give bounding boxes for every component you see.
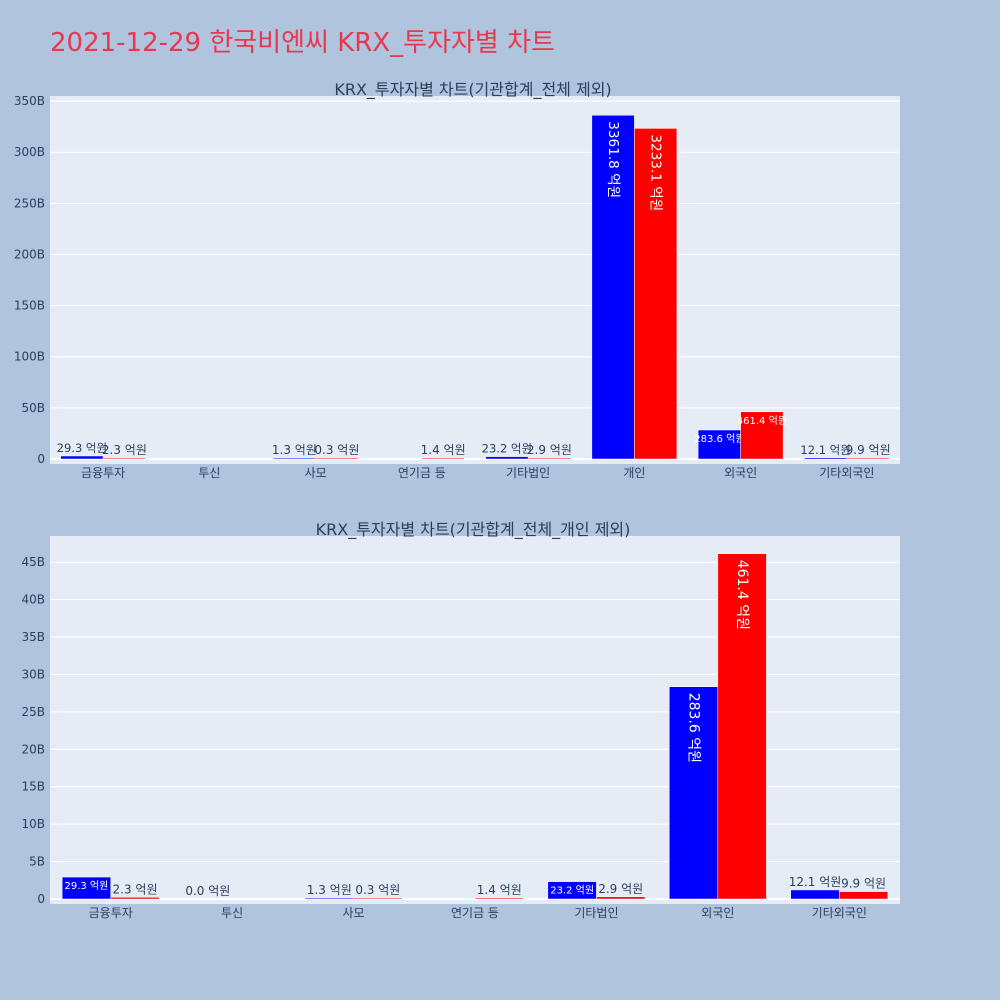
data-label: 283.6 억원 — [694, 433, 744, 445]
x-tick-label: 연기금 등 — [451, 906, 499, 920]
y-tick-label: 20B — [21, 742, 45, 756]
bar-sell — [634, 128, 678, 460]
data-label: 0.0 억원 — [185, 884, 230, 898]
data-label: 23.2 억원 — [482, 442, 533, 456]
bar-sell — [474, 897, 524, 900]
data-label: 0.3 억원 — [314, 443, 359, 457]
x-tick-label: 투신 — [198, 466, 220, 480]
data-label: 2.3 억원 — [102, 443, 147, 457]
chart-title: KRX_투자자별 차트(기관합계_전체_개인 제외) — [316, 520, 631, 540]
y-tick-label: 50B — [21, 401, 45, 415]
bar-sell — [102, 457, 146, 460]
y-tick-label: 300B — [14, 145, 45, 159]
y-tick-label: 25B — [21, 705, 45, 719]
data-label: 3361.8 억원 — [605, 121, 621, 198]
plot-area — [50, 536, 900, 904]
x-tick-label: 연기금 등 — [398, 466, 446, 480]
x-tick-label: 외국인 — [701, 906, 734, 920]
data-label: 461.4 억원 — [734, 560, 750, 630]
y-tick-label: 35B — [21, 630, 45, 644]
bar-sell — [110, 897, 160, 900]
y-tick-label: 0 — [37, 892, 45, 906]
bar-sell — [839, 891, 889, 900]
data-label: 2.9 억원 — [527, 443, 572, 457]
x-tick-label: 금융투자 — [89, 906, 133, 920]
data-label: 1.4 억원 — [477, 883, 522, 897]
x-tick-label: 사모 — [305, 466, 327, 480]
data-label: 1.3 억원 — [307, 883, 352, 897]
data-label: 2.3 억원 — [113, 882, 158, 896]
x-tick-label: 사모 — [343, 906, 365, 920]
x-tick-label: 외국인 — [724, 466, 757, 480]
bar-buy — [790, 889, 840, 900]
y-tick-label: 45B — [21, 555, 45, 569]
bar-buy — [697, 429, 741, 460]
data-label: 12.1 억원 — [789, 875, 842, 889]
bar-sell — [353, 897, 403, 900]
data-label: 461.4 억원 — [737, 415, 787, 427]
bar-sell — [717, 553, 767, 900]
y-tick-label: 0 — [37, 452, 45, 466]
data-label: 23.2 억원 — [550, 885, 594, 897]
bar-sell — [596, 896, 646, 900]
y-tick-label: 10B — [21, 817, 45, 831]
data-label: 1.3 억원 — [272, 443, 317, 457]
x-tick-label: 금융투자 — [81, 466, 125, 480]
chart-title: KRX_투자자별 차트(기관합계_전체 제외) — [334, 80, 611, 100]
x-tick-label: 투신 — [221, 906, 243, 920]
x-tick-label: 기타외국인 — [819, 466, 874, 480]
bar-buy — [591, 114, 635, 460]
data-label: 283.6 억원 — [686, 693, 702, 763]
y-tick-label: 100B — [14, 350, 45, 364]
y-tick-label: 15B — [21, 780, 45, 794]
bar-buy — [60, 455, 104, 460]
bar-sell — [527, 457, 571, 460]
data-label: 2.9 억원 — [598, 882, 643, 896]
bar-buy — [547, 881, 597, 900]
x-tick-label: 기타법인 — [574, 906, 618, 920]
y-tick-label: 5B — [29, 855, 45, 869]
bar-sell — [846, 457, 890, 460]
bar-buy — [304, 897, 354, 900]
data-label: 1.4 억원 — [421, 443, 466, 457]
data-label: 29.3 억원 — [57, 441, 108, 455]
y-tick-label: 40B — [21, 593, 45, 607]
page-title: 2021-12-29 한국비엔씨 KRX_투자자별 차트 — [50, 28, 555, 58]
x-tick-label: 기타외국인 — [812, 906, 867, 920]
y-tick-label: 350B — [14, 94, 45, 108]
y-tick-label: 250B — [14, 196, 45, 210]
data-label: 9.9 억원 — [846, 443, 891, 457]
plot-area — [50, 96, 900, 464]
bar-sell — [740, 411, 784, 460]
x-tick-label: 개인 — [623, 466, 645, 480]
bar-sell — [421, 457, 465, 460]
data-label: 9.9 억원 — [841, 877, 886, 891]
bar-buy — [61, 876, 111, 900]
y-tick-label: 200B — [14, 247, 45, 261]
chart-top: KRX_투자자별 차트(기관합계_전체 제외) 0 50B 100B 150B 200B 2… — [14, 80, 900, 480]
data-label: 3233.1 억원 — [648, 134, 664, 211]
x-tick-label: 기타법인 — [506, 466, 550, 480]
data-label: 12.1 억원 — [800, 443, 851, 457]
y-tick-label: 150B — [14, 299, 45, 313]
y-tick-label: 30B — [21, 667, 45, 681]
bar-sell — [315, 457, 359, 460]
data-label: 29.3 억원 — [64, 880, 108, 892]
data-label: 0.3 억원 — [355, 883, 400, 897]
bar-buy — [669, 686, 719, 900]
